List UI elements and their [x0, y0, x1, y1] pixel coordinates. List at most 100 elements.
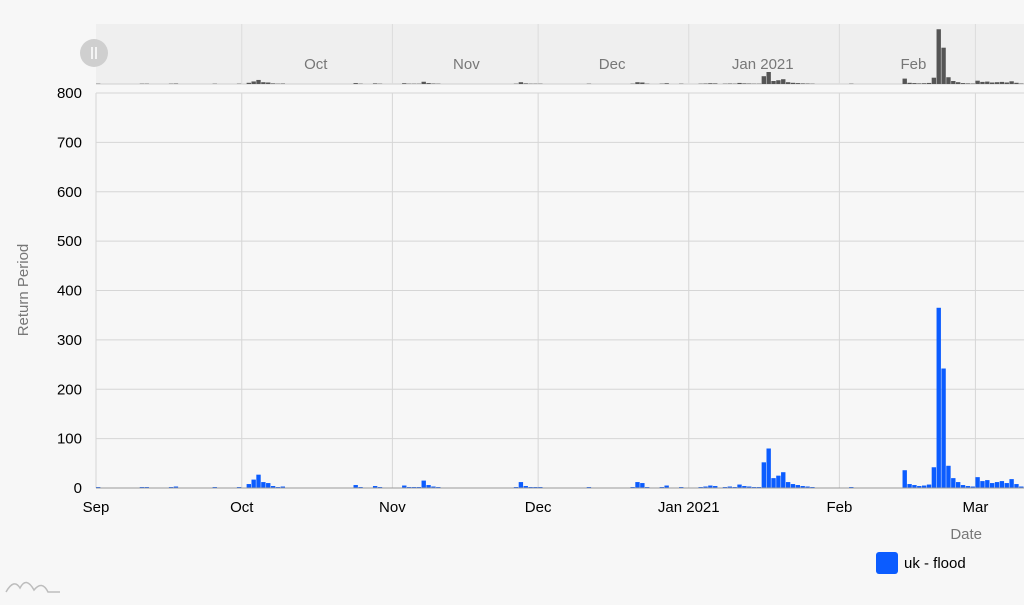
navigator-bar [640, 83, 644, 85]
navigator-bar [786, 82, 790, 84]
data-bar [907, 484, 911, 488]
y-tick-label: 100 [57, 431, 82, 448]
y-tick-label: 700 [57, 134, 82, 151]
data-bar [776, 476, 780, 488]
navigator-bar [519, 82, 523, 84]
navigator-bar [985, 82, 989, 84]
data-bar [422, 481, 426, 488]
navigator-bar [975, 81, 979, 84]
navigator-bar [762, 76, 766, 84]
y-tick-label: 400 [57, 283, 82, 300]
navigator-bar [796, 83, 800, 84]
legend-label: uk - flood [904, 555, 966, 572]
data-bar [766, 449, 770, 489]
y-tick-label: 600 [57, 184, 82, 201]
data-bar [1000, 481, 1004, 488]
navigator-bar [791, 83, 795, 84]
navigator-bar [956, 82, 960, 84]
data-bar [247, 484, 251, 488]
navigator-bar [266, 83, 270, 85]
data-bar [771, 478, 775, 488]
data-bar [985, 480, 989, 488]
data-bar [903, 470, 907, 488]
data-bar [941, 369, 945, 488]
data-bar [266, 483, 270, 488]
data-bar [946, 466, 950, 488]
navigator-bar [261, 82, 265, 84]
navigator-background [96, 24, 1024, 84]
legend[interactable]: uk - flood [876, 552, 966, 574]
data-bar [1005, 483, 1009, 488]
navigator-label: Feb [900, 56, 926, 73]
x-tick-label: Jan 2021 [658, 499, 720, 516]
data-bar [1014, 484, 1018, 488]
data-bar [762, 462, 766, 488]
data-bar [737, 485, 741, 488]
x-tick-label: Mar [962, 499, 988, 516]
navigator-bar [737, 83, 741, 84]
navigator-bar [980, 82, 984, 84]
y-tick-label: 800 [57, 85, 82, 102]
navigator-bar [776, 80, 780, 84]
navigator-bar [354, 83, 358, 84]
x-tick-label: Dec [525, 499, 552, 516]
chart-logo-icon [4, 574, 64, 594]
navigator-bar [373, 83, 377, 84]
data-bar [251, 480, 255, 488]
navigator-bar [932, 78, 936, 84]
navigator-bar [917, 83, 921, 84]
data-bar [927, 485, 931, 488]
pause-handle-icon[interactable] [80, 39, 108, 67]
navigator-bar [1009, 81, 1013, 84]
data-bar [990, 483, 994, 488]
x-tick-label: Nov [379, 499, 406, 516]
data-bar [519, 482, 523, 488]
data-bar [980, 481, 984, 488]
navigator-bar [995, 82, 999, 84]
data-bar [786, 482, 790, 488]
navigator-bar [951, 81, 955, 84]
data-bar [640, 483, 644, 488]
navigator-bar [961, 83, 965, 84]
navigator-bar [907, 83, 911, 84]
navigator-bar [990, 83, 994, 85]
y-tick-label: 300 [57, 332, 82, 349]
data-bar [956, 482, 960, 488]
data-bar [995, 482, 999, 488]
data-bar [635, 482, 639, 488]
navigator-bar [708, 83, 712, 84]
data-bar [937, 308, 941, 488]
bars [96, 308, 1024, 488]
navigator-bar [1000, 82, 1004, 84]
navigator-bar [635, 82, 639, 84]
navigator-bar [524, 83, 528, 84]
y-axis-title: Return Period [15, 244, 32, 337]
x-axis-title: Date [950, 526, 982, 543]
navigator-bar [664, 83, 668, 84]
navigator-bar [402, 83, 406, 84]
navigator-bar [922, 83, 926, 84]
navigator-label: Dec [599, 56, 626, 73]
data-bar [1009, 479, 1013, 488]
navigator-bar [426, 83, 430, 84]
data-bar [781, 472, 785, 488]
navigator-bar [771, 81, 775, 84]
data-bar [951, 478, 955, 488]
navigator-bar [422, 82, 426, 84]
navigator-bar [713, 83, 717, 84]
navigator-bar [1014, 83, 1018, 84]
navigator-bar [946, 77, 950, 84]
navigator-bar [903, 79, 907, 84]
data-bar [975, 477, 979, 488]
navigator-bar [766, 72, 770, 84]
legend-swatch [876, 552, 898, 574]
navigator-bar [1005, 83, 1009, 85]
navigator-bar [271, 83, 275, 84]
y-tick-label: 0 [74, 480, 82, 497]
navigator-bar [927, 83, 931, 84]
navigator-bar [251, 81, 255, 84]
navigator-bar [742, 83, 746, 84]
y-tick-label: 200 [57, 381, 82, 398]
